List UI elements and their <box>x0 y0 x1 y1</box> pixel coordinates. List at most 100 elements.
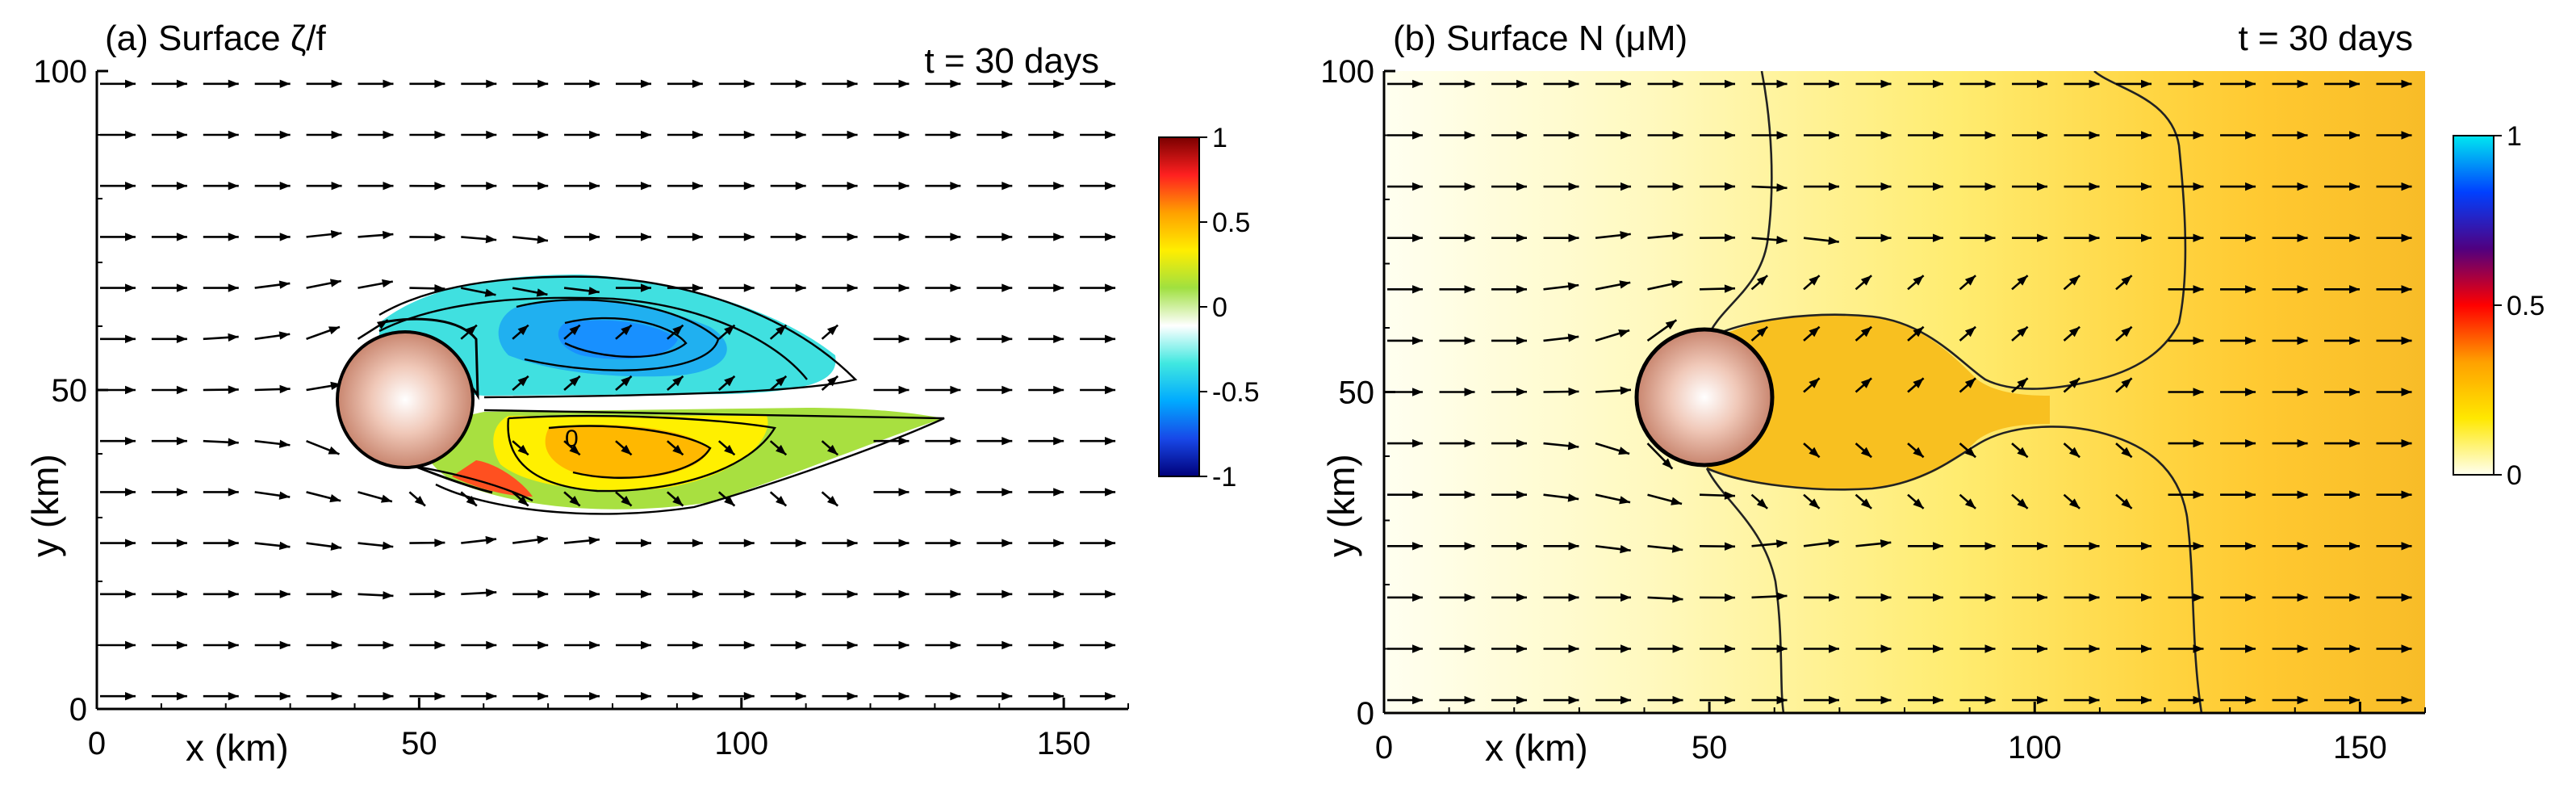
velocity-vector <box>976 334 1013 343</box>
velocity-vector <box>1959 377 1976 393</box>
velocity-vector <box>2376 131 2412 140</box>
velocity-vector <box>1908 542 1944 551</box>
velocity-vector <box>409 589 445 598</box>
velocity-vector <box>461 182 497 191</box>
velocity-vector <box>821 491 839 507</box>
velocity-vector <box>1595 280 1631 291</box>
velocity-vector <box>512 375 529 391</box>
velocity-vector <box>1080 488 1116 497</box>
velocity-vector <box>2012 644 2048 653</box>
velocity-vector <box>1439 388 1475 396</box>
velocity-vector <box>358 591 394 600</box>
velocity-vector <box>718 182 755 191</box>
velocity-vector <box>1700 131 1736 140</box>
velocity-vector <box>769 375 788 391</box>
velocity-vector <box>1439 490 1475 499</box>
velocity-vector <box>2376 490 2412 499</box>
velocity-vector <box>873 385 910 395</box>
velocity-vector <box>461 79 497 88</box>
velocity-vector <box>151 385 187 395</box>
velocity-vector <box>306 381 342 392</box>
velocity-vector <box>2116 644 2152 653</box>
velocity-vector <box>2064 542 2100 551</box>
velocity-vector <box>2376 79 2412 89</box>
velocity-vector <box>976 283 1013 292</box>
velocity-vector <box>2324 388 2361 396</box>
velocity-vector <box>1595 493 1631 505</box>
velocity-vector <box>2168 593 2204 602</box>
velocity-vector <box>203 539 239 547</box>
velocity-vector <box>1387 644 1424 653</box>
velocity-vector <box>1700 644 1736 653</box>
velocity-vector <box>1595 79 1632 89</box>
velocity-vector <box>822 539 858 547</box>
panel-b-title: (b) Surface N (μM) <box>1393 19 1687 58</box>
velocity-vector <box>1959 593 1996 602</box>
x-tick-label: 0 <box>1375 730 1393 765</box>
velocity-vector <box>2324 695 2361 705</box>
velocity-vector <box>1595 695 1632 705</box>
velocity-vector <box>770 233 806 241</box>
velocity-vector <box>151 437 187 446</box>
velocity-vector <box>564 79 600 88</box>
velocity-vector <box>2011 377 2029 393</box>
velocity-vector <box>1959 182 1996 191</box>
velocity-vector <box>1595 544 1631 554</box>
velocity-vector <box>2220 182 2256 191</box>
velocity-vector <box>409 130 445 140</box>
velocity-vector <box>461 287 496 297</box>
velocity-vector <box>1700 695 1736 705</box>
velocity-vector <box>718 589 755 598</box>
velocity-vector <box>461 588 497 598</box>
velocity-vector <box>2220 644 2256 653</box>
velocity-vector <box>563 491 581 507</box>
velocity-vector <box>358 541 394 550</box>
velocity-vector <box>563 324 581 340</box>
velocity-vector <box>770 283 806 292</box>
velocity-vector <box>925 539 961 547</box>
velocity-vector <box>2064 182 2100 191</box>
velocity-vector <box>2272 285 2308 294</box>
velocity-vector <box>1491 542 1528 551</box>
velocity-vector <box>1646 442 1674 470</box>
velocity-vector <box>2168 79 2204 89</box>
velocity-vector <box>203 79 239 88</box>
velocity-vector <box>1387 79 1424 89</box>
velocity-vector <box>2376 593 2412 602</box>
velocity-vector <box>409 233 445 241</box>
velocity-vector <box>358 640 394 650</box>
velocity-vector <box>1959 325 1976 342</box>
velocity-vector <box>1439 593 1475 602</box>
velocity-vector <box>1491 695 1528 705</box>
x-tick-label: 150 <box>2333 730 2387 765</box>
velocity-vector <box>203 488 239 497</box>
velocity-vector <box>2064 79 2100 89</box>
velocity-vector <box>306 491 341 503</box>
velocity-vector <box>306 640 342 650</box>
velocity-vector <box>718 283 755 292</box>
velocity-vector <box>1595 593 1632 602</box>
velocity-vector <box>615 692 651 701</box>
velocity-vector <box>2115 493 2133 510</box>
velocity-vector <box>2115 442 2133 459</box>
velocity-vector <box>99 334 136 343</box>
velocity-vector <box>1491 438 1528 448</box>
velocity-vector <box>2168 695 2204 705</box>
velocity-vector <box>306 130 342 140</box>
velocity-vector <box>1855 442 1872 459</box>
velocity-vector <box>1543 493 1579 502</box>
velocity-vector <box>306 182 342 191</box>
velocity-vector <box>306 325 341 341</box>
velocity-vector <box>873 130 910 140</box>
velocity-vector <box>2324 593 2361 602</box>
velocity-vector <box>203 640 239 650</box>
velocity-vector <box>1751 539 1788 548</box>
velocity-vector <box>1908 695 1944 705</box>
velocity-vector <box>821 375 839 391</box>
velocity-vector <box>1855 593 1892 602</box>
velocity-vector <box>873 589 910 598</box>
velocity-vector <box>1080 385 1116 395</box>
velocity-vector <box>2168 644 2204 653</box>
velocity-vector <box>203 692 239 701</box>
velocity-vector <box>1700 233 1736 242</box>
